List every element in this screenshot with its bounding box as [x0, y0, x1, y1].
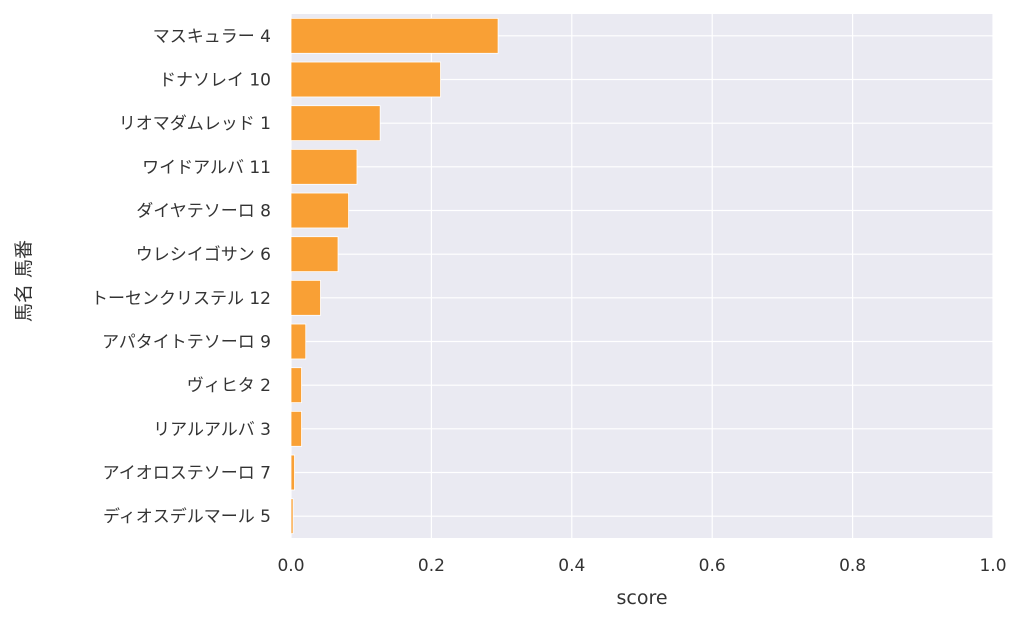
- y-tick-label: ヴィヒタ 2: [187, 376, 271, 396]
- x-tick-labels: 0.0 0.2 0.4 0.6 0.8 1.0: [277, 556, 1006, 576]
- y-tick-label: ウレシイゴサン 6: [136, 244, 271, 265]
- y-tick-label: ドナソレイ 10: [159, 71, 271, 91]
- bar: [290, 17, 499, 54]
- x-tick-label: 1.0: [979, 556, 1006, 576]
- bar: [290, 367, 302, 404]
- bars: [290, 17, 499, 535]
- y-tick-label: アパタイトテソーロ 9: [102, 333, 271, 353]
- bar: [290, 61, 441, 98]
- bar: [290, 236, 339, 273]
- x-tick-label: 0.8: [839, 556, 866, 576]
- bar: [290, 410, 302, 447]
- x-axis-title: score: [616, 587, 667, 609]
- bar: [290, 192, 349, 229]
- bar: [290, 454, 295, 491]
- bar: [290, 498, 294, 535]
- y-tick-label: アイオロステソーロ 7: [103, 464, 271, 484]
- y-tick-label: リオマダムレッド 1: [119, 114, 271, 134]
- bar: [290, 323, 307, 360]
- y-tick-label: ダイヤテソーロ 8: [136, 202, 271, 222]
- bar: [290, 105, 381, 142]
- x-tick-label: 0.6: [699, 556, 726, 576]
- y-tick-label: ワイドアルバ 11: [142, 158, 271, 178]
- x-tick-label: 0.4: [558, 556, 585, 576]
- bar: [290, 148, 358, 185]
- y-tick-labels: マスキュラー 4 ドナソレイ 10 リオマダムレッド 1 ワイドアルバ 11 ダイヤテソ…: [91, 27, 271, 527]
- y-axis-title: 馬名 馬番: [13, 240, 35, 322]
- x-tick-label: 0.2: [418, 556, 445, 576]
- bar: [290, 279, 321, 316]
- y-tick-label: トーセンクリステル 12: [91, 289, 271, 309]
- y-tick-label: リアルアルバ 3: [153, 420, 271, 440]
- x-tick-label: 0.0: [277, 556, 304, 576]
- plot-area: [291, 14, 993, 538]
- y-tick-label: マスキュラー 4: [153, 27, 271, 47]
- y-tick-label: ディオスデルマール 5: [103, 506, 271, 527]
